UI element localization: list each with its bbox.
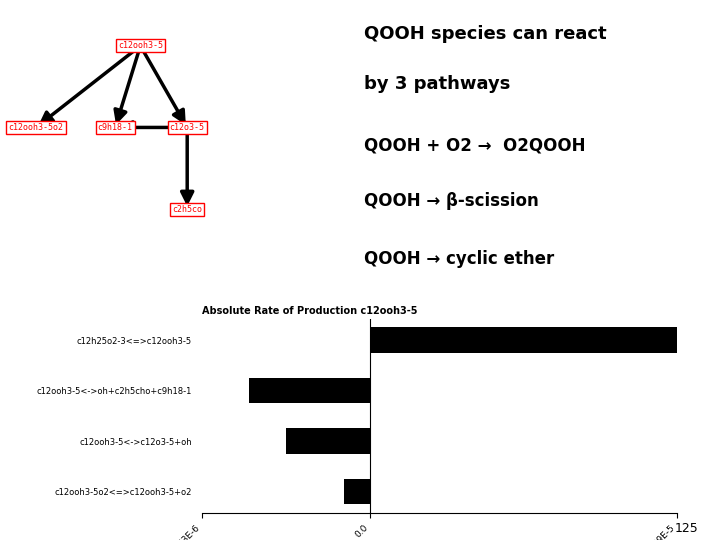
- Text: QOOH + O2 →  O2QOOH: QOOH + O2 → O2QOOH: [364, 136, 586, 154]
- Bar: [343, 479, 370, 504]
- Text: QOOH species can react: QOOH species can react: [364, 25, 607, 43]
- Text: c9h18-1: c9h18-1: [98, 123, 132, 132]
- Text: c12ooh3-5: c12ooh3-5: [118, 41, 163, 50]
- Text: c12ooh3-5o2: c12ooh3-5o2: [9, 123, 63, 132]
- Text: c2h5co: c2h5co: [172, 205, 202, 214]
- Text: Absolute Rate of Production c12ooh3-5: Absolute Rate of Production c12ooh3-5: [202, 306, 417, 316]
- Bar: [248, 378, 370, 403]
- Bar: [370, 327, 677, 353]
- Text: c12o3-5: c12o3-5: [170, 123, 204, 132]
- Text: QOOH → β-scission: QOOH → β-scission: [364, 192, 539, 210]
- Text: QOOH → cyclic ether: QOOH → cyclic ether: [364, 250, 554, 268]
- Text: 125: 125: [675, 522, 698, 535]
- Text: by 3 pathways: by 3 pathways: [364, 75, 510, 93]
- Bar: [286, 428, 370, 454]
